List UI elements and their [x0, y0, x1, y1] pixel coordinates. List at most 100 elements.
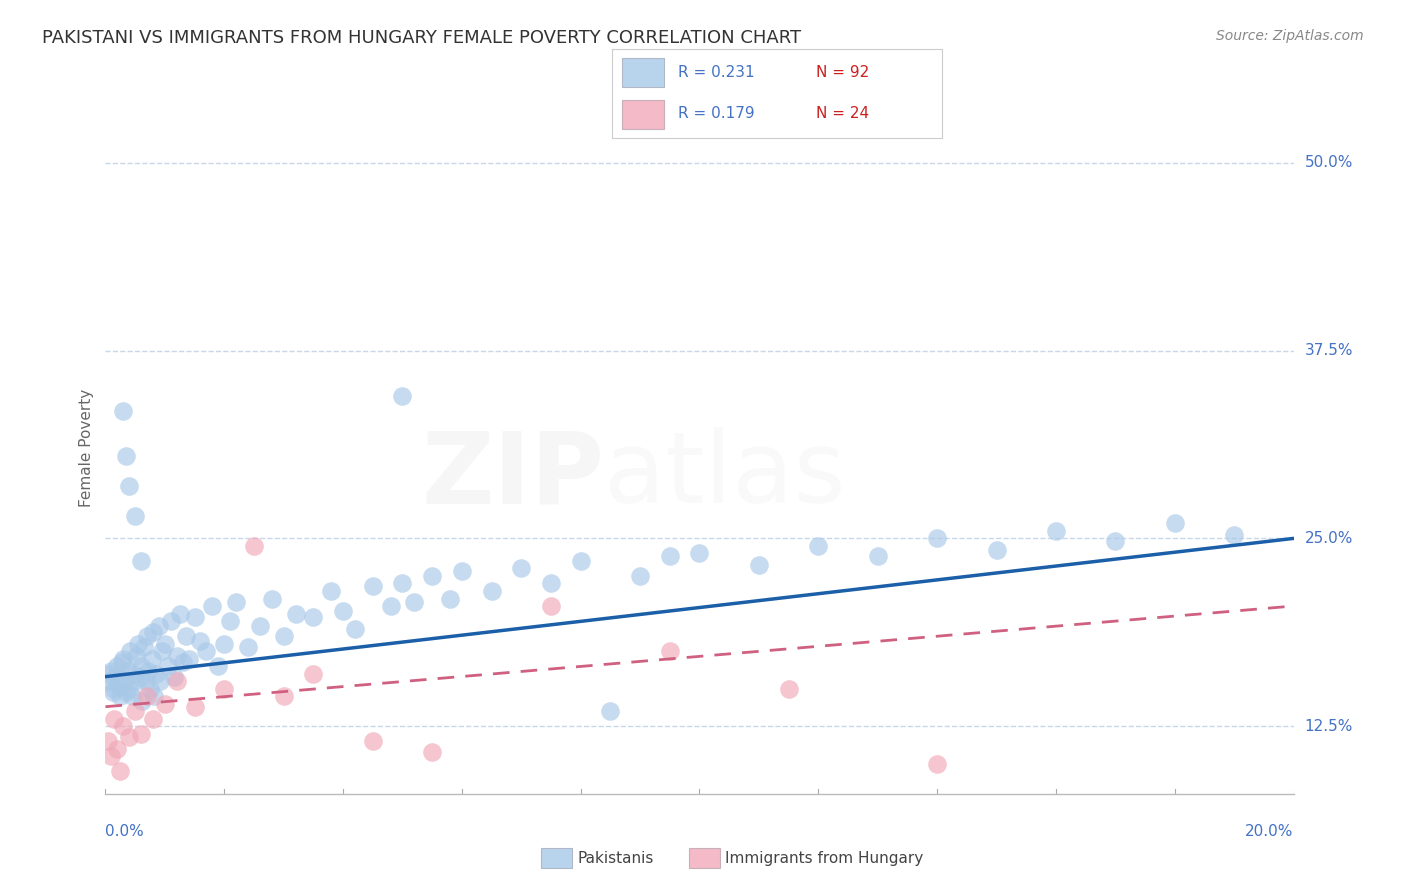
- Point: [103, 681, 125, 696]
- Point: [159, 614, 181, 628]
- Point: [153, 637, 176, 651]
- Point: [115, 449, 138, 463]
- Point: [450, 565, 472, 579]
- Point: [807, 539, 830, 553]
- Point: [927, 756, 949, 771]
- Point: [141, 651, 163, 665]
- Point: [107, 679, 129, 693]
- Point: [1104, 534, 1126, 549]
- Point: [148, 618, 170, 632]
- Point: [118, 730, 141, 744]
- Text: PAKISTANI VS IMMIGRANTS FROM HUNGARY FEMALE POVERTY CORRELATION CHART: PAKISTANI VS IMMIGRANTS FROM HUNGARY FEM…: [42, 29, 801, 46]
- Point: [343, 622, 366, 636]
- Point: [136, 629, 159, 643]
- Point: [302, 666, 325, 681]
- Point: [166, 648, 188, 663]
- Point: [174, 629, 197, 643]
- Point: [321, 584, 343, 599]
- Point: [380, 599, 402, 613]
- Point: [110, 764, 132, 779]
- Point: [361, 580, 384, 594]
- Point: [658, 549, 681, 564]
- Point: [131, 694, 153, 708]
- Text: 12.5%: 12.5%: [1305, 719, 1353, 734]
- Y-axis label: Female Poverty: Female Poverty: [79, 389, 94, 508]
- Point: [183, 699, 205, 714]
- Point: [129, 554, 152, 568]
- Point: [105, 670, 128, 684]
- Point: [927, 532, 949, 546]
- Point: [163, 670, 186, 684]
- Point: [243, 539, 266, 553]
- Point: [207, 659, 229, 673]
- Point: [129, 659, 152, 673]
- Point: [136, 664, 159, 678]
- Point: [125, 648, 148, 663]
- Point: [111, 655, 134, 669]
- Point: [112, 719, 135, 733]
- Point: [145, 666, 167, 681]
- Point: [866, 549, 889, 564]
- Point: [569, 554, 592, 568]
- Point: [361, 734, 384, 748]
- Point: [391, 389, 413, 403]
- Point: [100, 749, 122, 764]
- Point: [135, 674, 157, 689]
- Point: [169, 607, 191, 621]
- Point: [689, 546, 711, 560]
- Text: Immigrants from Hungary: Immigrants from Hungary: [725, 851, 924, 865]
- Point: [219, 614, 242, 628]
- Point: [391, 576, 413, 591]
- Point: [129, 727, 152, 741]
- Point: [1223, 528, 1246, 542]
- Point: [214, 637, 236, 651]
- Text: R = 0.231: R = 0.231: [678, 65, 754, 80]
- Text: 50.0%: 50.0%: [1305, 155, 1353, 170]
- Point: [139, 681, 162, 696]
- Text: Pakistanis: Pakistanis: [578, 851, 654, 865]
- Point: [183, 609, 205, 624]
- Text: ZIP: ZIP: [422, 427, 605, 524]
- Point: [103, 712, 125, 726]
- Bar: [621, 58, 665, 87]
- Point: [112, 403, 135, 417]
- Point: [100, 664, 122, 678]
- Point: [481, 584, 503, 599]
- Point: [172, 655, 194, 669]
- Point: [249, 618, 271, 632]
- Point: [153, 697, 176, 711]
- Point: [132, 640, 155, 654]
- Point: [114, 674, 136, 689]
- Point: [117, 664, 139, 678]
- Point: [136, 689, 159, 703]
- Point: [115, 684, 138, 698]
- Text: N = 24: N = 24: [817, 106, 869, 121]
- Point: [658, 644, 681, 658]
- Point: [190, 633, 212, 648]
- Point: [201, 599, 224, 613]
- Point: [142, 712, 165, 726]
- Point: [1164, 516, 1187, 531]
- Point: [284, 607, 307, 621]
- Point: [118, 479, 141, 493]
- Point: [149, 674, 172, 689]
- Point: [110, 689, 132, 703]
- Point: [124, 674, 146, 689]
- Point: [1045, 524, 1067, 538]
- Text: R = 0.179: R = 0.179: [678, 106, 754, 121]
- Point: [122, 666, 145, 681]
- Point: [118, 681, 141, 696]
- Point: [120, 644, 142, 658]
- Text: Source: ZipAtlas.com: Source: ZipAtlas.com: [1216, 29, 1364, 43]
- Point: [332, 603, 354, 617]
- Text: 20.0%: 20.0%: [1246, 824, 1294, 839]
- Text: 0.0%: 0.0%: [105, 824, 145, 839]
- Point: [302, 609, 325, 624]
- Point: [112, 651, 135, 665]
- Point: [143, 689, 166, 703]
- Text: atlas: atlas: [605, 427, 846, 524]
- Point: [105, 741, 128, 756]
- Point: [628, 569, 651, 583]
- Bar: [621, 100, 665, 129]
- Point: [129, 670, 152, 684]
